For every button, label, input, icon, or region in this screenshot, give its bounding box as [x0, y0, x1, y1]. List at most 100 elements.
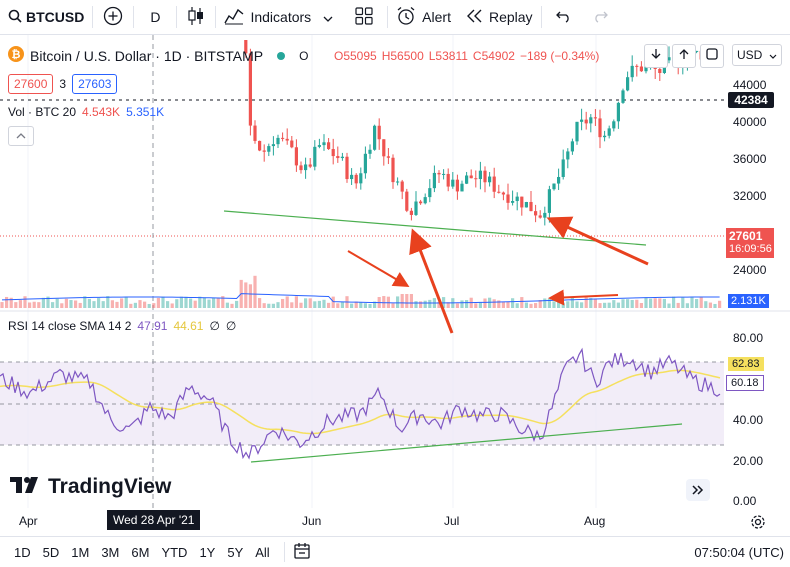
alert-button[interactable]: Alert — [388, 0, 459, 34]
volume-label: Vol · BTC 20 — [8, 105, 77, 119]
candle-body — [400, 181, 404, 192]
candle-body — [455, 179, 459, 192]
volume-bar — [166, 301, 170, 308]
candle-body — [377, 125, 381, 140]
candle-body — [373, 125, 377, 150]
move-up-button[interactable] — [672, 44, 696, 68]
indicators-icon — [224, 7, 244, 28]
volume-bar — [460, 300, 464, 308]
collapse-legend-button[interactable] — [8, 126, 34, 146]
calendar-icon — [293, 542, 311, 563]
rsi-sma-value: 44.61 — [173, 319, 204, 333]
timeframe-1m[interactable]: 1M — [71, 544, 90, 560]
candle-body — [290, 140, 294, 148]
tradingview-logo[interactable]: TradingView — [10, 474, 171, 500]
rsi-legend: RSI 14 close SMA 14 2 47.91 44.61 ∅ ∅ — [8, 319, 236, 333]
volume-bar — [336, 303, 340, 308]
compare-button[interactable] — [93, 0, 133, 34]
volume-bar — [695, 299, 699, 308]
candle-body — [635, 65, 639, 67]
volume-bar — [271, 303, 275, 308]
undo-button[interactable] — [542, 0, 586, 34]
volume-bar — [685, 303, 689, 308]
timeframe-5y[interactable]: 5Y — [227, 544, 244, 560]
candle-body — [281, 137, 285, 139]
timeframe-3m[interactable]: 3M — [101, 544, 120, 560]
ask-box[interactable]: 27603 — [72, 74, 118, 94]
volume-bar — [299, 302, 303, 308]
volume-bar — [5, 296, 9, 308]
symbol-search[interactable]: BTCUSD — [0, 0, 92, 34]
maximize-pane-button[interactable] — [700, 44, 724, 68]
volume-bar — [46, 296, 50, 308]
candle-body — [354, 174, 358, 184]
volume-bar — [106, 296, 110, 308]
candle-body — [511, 201, 515, 203]
top-toolbar: BTCUSD D Indicators Alert — [0, 0, 790, 35]
candle-body — [340, 156, 344, 159]
move-down-button[interactable] — [644, 44, 668, 68]
close-value: C54902 — [472, 49, 515, 63]
volume-bar — [373, 301, 377, 308]
volume-bar — [253, 275, 257, 308]
currency-select[interactable]: USD — [732, 44, 782, 66]
chart-settings-button[interactable] — [750, 514, 766, 535]
volume-bar — [662, 298, 666, 308]
utc-clock[interactable]: 07:50:04 (UTC) — [694, 544, 784, 560]
volume-bar — [92, 301, 96, 308]
candle-body — [465, 175, 469, 184]
timeframe-1y[interactable]: 1Y — [199, 544, 216, 560]
replay-button[interactable]: Replay — [459, 0, 541, 34]
rsi-trend-line[interactable] — [250, 423, 683, 463]
candle-body — [317, 145, 321, 147]
volume-tag: 2.131K — [728, 294, 769, 308]
volume-bar — [557, 297, 561, 308]
volume-bar — [584, 297, 588, 308]
chart-type-button[interactable] — [177, 0, 215, 34]
volume-bar — [524, 302, 528, 308]
candle-body — [538, 215, 542, 218]
volume-bar — [202, 297, 206, 308]
maximize-icon — [706, 47, 718, 65]
candle-body — [469, 175, 473, 179]
bid-box[interactable]: 27600 — [8, 74, 54, 94]
volume-bar — [589, 297, 593, 308]
indicators-button[interactable]: Indicators — [216, 0, 341, 34]
arrow-to-volume-low[interactable] — [548, 289, 619, 306]
timeframe-5d[interactable]: 5D — [42, 544, 60, 560]
arrow-to-second-low[interactable] — [546, 216, 649, 266]
grid-layout-icon — [355, 6, 373, 28]
timeframe-ytd[interactable]: YTD — [161, 544, 188, 560]
volume-bar — [672, 296, 676, 308]
price-trend-line[interactable] — [223, 210, 647, 246]
arrow-up-to-low[interactable] — [409, 228, 454, 334]
time-label-apr: Apr — [19, 514, 38, 528]
volume-bar — [626, 299, 630, 308]
volume-bar — [189, 298, 193, 308]
candle-body — [258, 140, 262, 151]
rsi-axis[interactable]: 80.00 40.00 20.00 0.00 — [733, 331, 763, 508]
layouts-button[interactable] — [341, 0, 387, 34]
volume-bar — [14, 302, 18, 308]
annotation-arrows[interactable] — [347, 216, 649, 334]
date-range-button[interactable] — [293, 542, 311, 563]
current-price-tag: 42384 — [728, 92, 774, 108]
timeframe-all[interactable]: All — [255, 544, 270, 560]
price-chart[interactable]: 440004000036000320002800024000 80.0040.0… — [0, 35, 790, 511]
arrow-up-icon — [679, 47, 689, 65]
candle-body — [534, 211, 538, 216]
volume-bar — [170, 303, 174, 308]
undo-icon — [555, 9, 572, 26]
timeframe-list: 1D 5D 1M 3M 6M YTD 1Y 5Y All — [0, 545, 276, 560]
candle-body — [580, 119, 584, 122]
timeframe-1d[interactable]: 1D — [14, 544, 31, 560]
volume-bar — [83, 296, 87, 308]
arrow-to-volume-spike[interactable] — [347, 250, 410, 288]
interval-button[interactable]: D — [134, 0, 176, 34]
redo-button[interactable] — [586, 0, 614, 34]
timeframe-6m[interactable]: 6M — [131, 544, 150, 560]
time-axis[interactable]: Apr Jun Jul Aug Wed 28 Apr '21 — [0, 508, 790, 536]
scroll-to-realtime-button[interactable] — [686, 479, 710, 501]
volume-bar — [534, 303, 538, 308]
rsi-tick-label: 0.00 — [733, 494, 757, 508]
